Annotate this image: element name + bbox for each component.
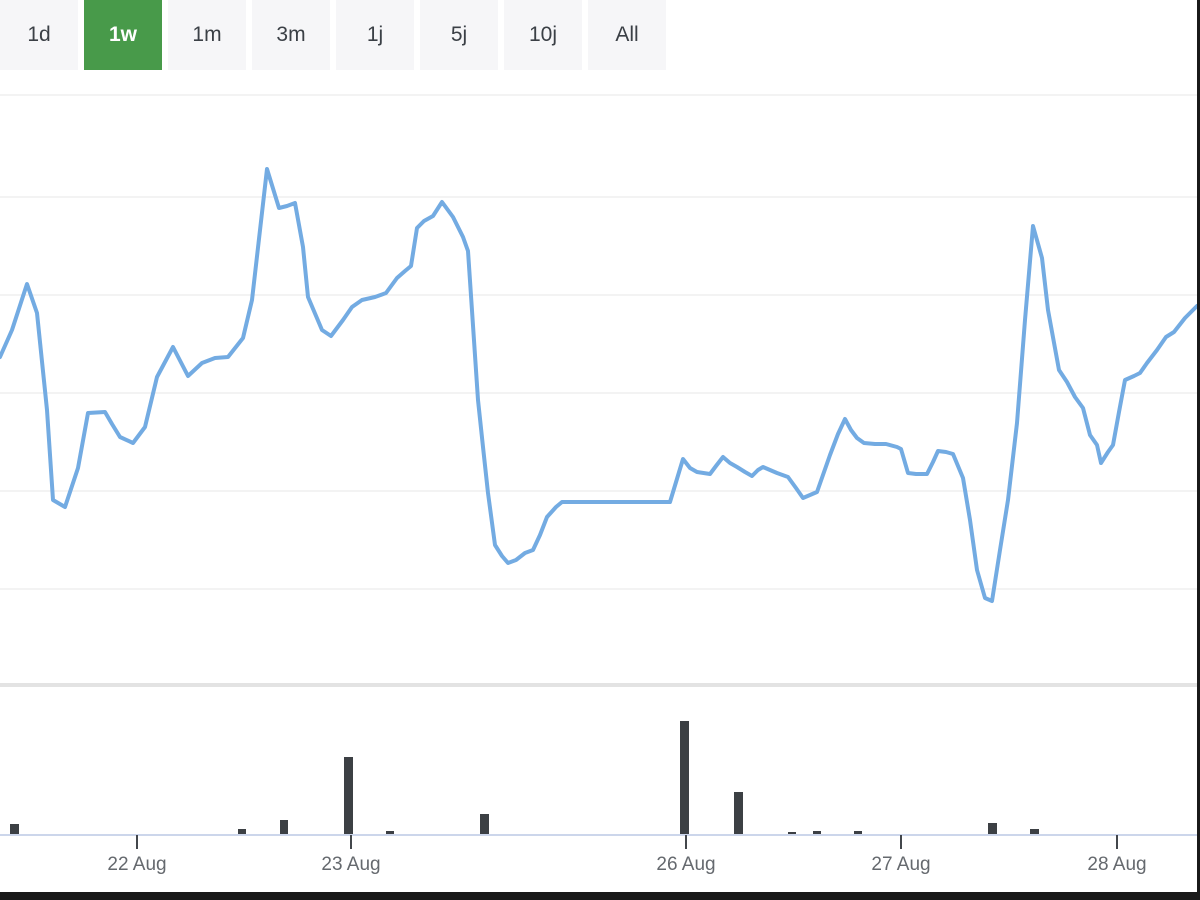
x-axis-label: 27 Aug — [871, 854, 930, 875]
volume-bar — [344, 757, 353, 835]
volume-bar — [280, 820, 288, 835]
volume-bar — [680, 721, 689, 835]
volume-bar — [10, 824, 19, 835]
range-button-10j[interactable]: 10j — [504, 0, 582, 70]
range-button-1j[interactable]: 1j — [336, 0, 414, 70]
volume-bar — [386, 831, 394, 835]
window-edge-right — [1197, 0, 1200, 900]
volume-bar — [813, 831, 821, 835]
range-button-1w[interactable]: 1w — [84, 0, 162, 70]
volume-bar — [988, 823, 997, 835]
volume-bar — [788, 832, 796, 835]
window-edge-bottom — [0, 892, 1200, 900]
range-button-5j[interactable]: 5j — [420, 0, 498, 70]
volume-bar — [480, 814, 489, 835]
volume-bar — [854, 831, 862, 835]
pane-separator — [0, 683, 1197, 687]
range-selector: 1d 1w 1m 3m 1j 5j 10j All — [0, 0, 666, 70]
x-axis-label: 26 Aug — [656, 854, 715, 875]
x-axis-label: 23 Aug — [321, 854, 380, 875]
range-button-3m[interactable]: 3m — [252, 0, 330, 70]
range-button-all[interactable]: All — [588, 0, 666, 70]
price-line-series — [0, 167, 1199, 603]
range-button-1m[interactable]: 1m — [168, 0, 246, 70]
volume-bar — [734, 792, 743, 835]
x-axis-line — [0, 834, 1197, 836]
x-axis-label: 28 Aug — [1087, 854, 1146, 875]
x-axis-label: 22 Aug — [107, 854, 166, 875]
range-button-1d[interactable]: 1d — [0, 0, 78, 70]
volume-bar — [1030, 829, 1039, 835]
volume-bar — [238, 829, 246, 835]
